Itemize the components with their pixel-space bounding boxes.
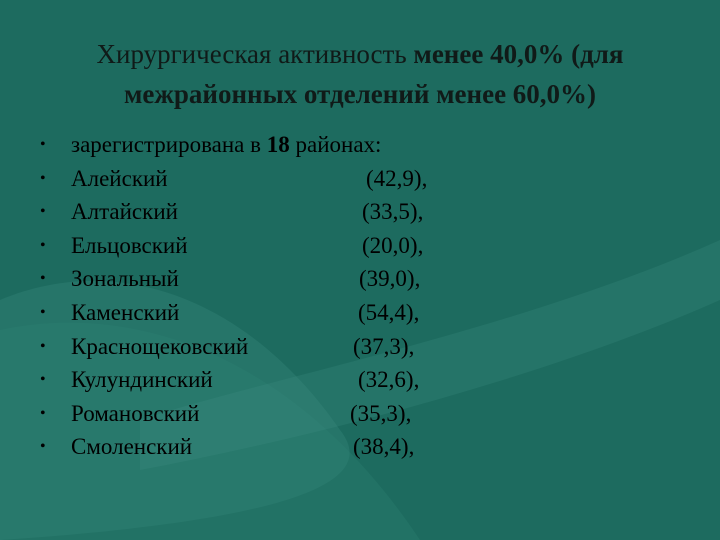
title-line-1-bold: менее 40,0% (для [413, 39, 624, 69]
list-item: • Зональный (39,0), [40, 262, 700, 296]
list-item: • Алейский (42,9), [40, 162, 700, 196]
intro-count: 18 [266, 132, 290, 157]
district-value: (35,3), [350, 400, 412, 426]
bullet-icon: • [40, 371, 46, 389]
district-list: • зарегистрирована в 18 районах: • Алейс… [40, 128, 700, 464]
list-item: • Алтайский (33,5), [40, 195, 700, 229]
list-item: • Кулундинский (32,6), [40, 363, 700, 397]
district-value: (33,5), [362, 199, 424, 225]
bullet-icon: • [40, 303, 46, 321]
intro-item: • зарегистрирована в 18 районах: [40, 128, 700, 162]
district-value: (37,3), [353, 333, 415, 359]
district-value: (39,0), [359, 266, 421, 292]
intro-text-after: районах: [289, 132, 382, 157]
list-item: • Ельцовский (20,0), [40, 229, 700, 263]
district-name: Алтайский [71, 199, 178, 225]
intro-text-before: зарегистрирована в [71, 132, 267, 157]
bullet-icon: • [40, 270, 46, 288]
district-name: Зональный [71, 266, 179, 292]
title-line-1-regular: Хирургическая активность [96, 39, 414, 69]
district-name: Краснощековский [71, 333, 249, 359]
bullet-icon: • [40, 136, 46, 153]
district-name: Алейский [71, 165, 168, 191]
district-value: (20,0), [362, 232, 424, 258]
bullet-icon: • [40, 169, 46, 187]
district-name: Романовский [71, 400, 200, 426]
district-name: Ельцовский [71, 232, 188, 258]
district-name: Смоленский [71, 434, 193, 460]
district-value: (38,4), [353, 434, 415, 460]
bullet-icon: • [40, 337, 46, 355]
bullet-icon: • [40, 438, 46, 456]
district-value: (42,9), [366, 165, 428, 191]
title-line-1: Хирургическая активность менее 40,0% (дл… [20, 34, 700, 74]
list-item: • Каменский (54,4), [40, 296, 700, 330]
intro-text: зарегистрирована в 18 районах: [71, 128, 381, 162]
bullet-icon: • [40, 236, 46, 254]
district-name: Кулундинский [71, 367, 213, 393]
list-item: • Смоленский (38,4), [40, 430, 700, 464]
district-value: (32,6), [358, 367, 420, 393]
list-item: • Краснощековский (37,3), [40, 330, 700, 364]
district-name: Каменский [71, 299, 180, 325]
list-item: • Романовский (35,3), [40, 397, 700, 431]
bullet-icon: • [40, 404, 46, 422]
bullet-icon: • [40, 203, 46, 221]
district-value: (54,4), [358, 299, 420, 325]
title-line-2: межрайонных отделений менее 60,0%) [123, 79, 597, 109]
slide-title: Хирургическая активность менее 40,0% (дл… [20, 34, 700, 114]
